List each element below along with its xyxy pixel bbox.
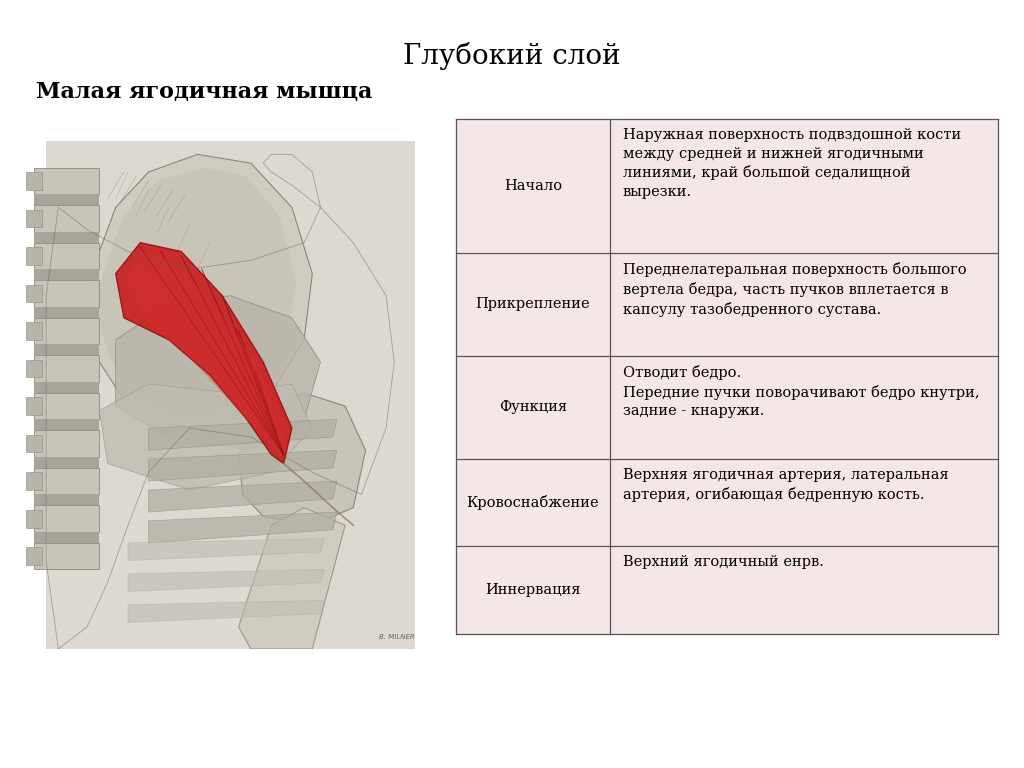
Polygon shape (148, 512, 337, 543)
Text: Кровоснабжение: Кровоснабжение (467, 495, 599, 510)
Bar (34, 532, 99, 543)
Polygon shape (124, 252, 288, 455)
Polygon shape (116, 296, 321, 450)
Bar (34, 468, 99, 495)
Text: Переднелатеральная поверхность большого
вертела бедра, часть пучков вплетается в: Переднелатеральная поверхность большого … (623, 262, 967, 316)
FancyBboxPatch shape (456, 253, 998, 356)
Text: Наружная поверхность подвздошной кости
между средней и нижней ягодичными
линиями: Наружная поверхность подвздошной кости м… (623, 128, 961, 199)
Bar (34, 495, 99, 505)
FancyBboxPatch shape (456, 458, 998, 546)
FancyBboxPatch shape (456, 119, 998, 253)
Polygon shape (128, 538, 325, 561)
Text: Функция: Функция (499, 400, 567, 414)
Polygon shape (95, 167, 296, 419)
Polygon shape (239, 393, 366, 525)
Polygon shape (148, 419, 337, 450)
FancyBboxPatch shape (456, 356, 998, 458)
Bar (34, 306, 99, 318)
Polygon shape (87, 154, 312, 429)
Bar (34, 505, 99, 532)
Bar (26, 510, 42, 528)
Bar (26, 210, 42, 227)
Text: Иннервация: Иннервация (485, 583, 581, 597)
Bar (34, 318, 99, 344)
Bar (26, 548, 42, 565)
Text: Глубокий слой: Глубокий слой (403, 42, 621, 70)
Bar (34, 393, 99, 419)
Polygon shape (239, 508, 345, 649)
Bar (34, 430, 99, 457)
Text: Верхняя ягодичная артерия, латеральная
артерия, огибающая бедренную кость.: Верхняя ягодичная артерия, латеральная а… (623, 468, 948, 502)
Bar (26, 359, 42, 377)
Bar (34, 269, 99, 280)
Bar (26, 323, 42, 340)
Bar (26, 247, 42, 265)
Polygon shape (148, 481, 337, 512)
Bar (34, 167, 99, 194)
Text: Отводит бедро.
Передние пучки поворачивают бедро кнутри,
задние - кнаружи.: Отводит бедро. Передние пучки поворачива… (623, 365, 979, 418)
Bar (34, 457, 99, 468)
Bar (26, 472, 42, 490)
Bar (34, 194, 99, 205)
Bar (34, 382, 99, 393)
FancyBboxPatch shape (456, 546, 998, 634)
Bar (26, 285, 42, 303)
Text: B. MILNER: B. MILNER (379, 634, 415, 641)
Bar (34, 356, 99, 382)
Polygon shape (128, 570, 325, 591)
Text: Прикрепление: Прикрепление (476, 297, 590, 311)
Bar (26, 397, 42, 415)
Bar (26, 435, 42, 452)
Text: Малая ягодичная мышца: Малая ягодичная мышца (36, 81, 372, 103)
Polygon shape (148, 450, 337, 481)
Text: Верхний ягодичный енрв.: Верхний ягодичный енрв. (623, 555, 823, 569)
Polygon shape (46, 141, 415, 649)
Bar (34, 232, 99, 243)
Polygon shape (128, 601, 325, 622)
Bar (34, 205, 99, 232)
Bar (34, 543, 99, 570)
Polygon shape (116, 243, 292, 464)
Bar (34, 243, 99, 270)
Bar (26, 172, 42, 190)
Text: Начало: Начало (504, 179, 562, 193)
Bar (34, 344, 99, 356)
Polygon shape (99, 384, 312, 490)
Bar (34, 419, 99, 430)
Bar (34, 280, 99, 306)
